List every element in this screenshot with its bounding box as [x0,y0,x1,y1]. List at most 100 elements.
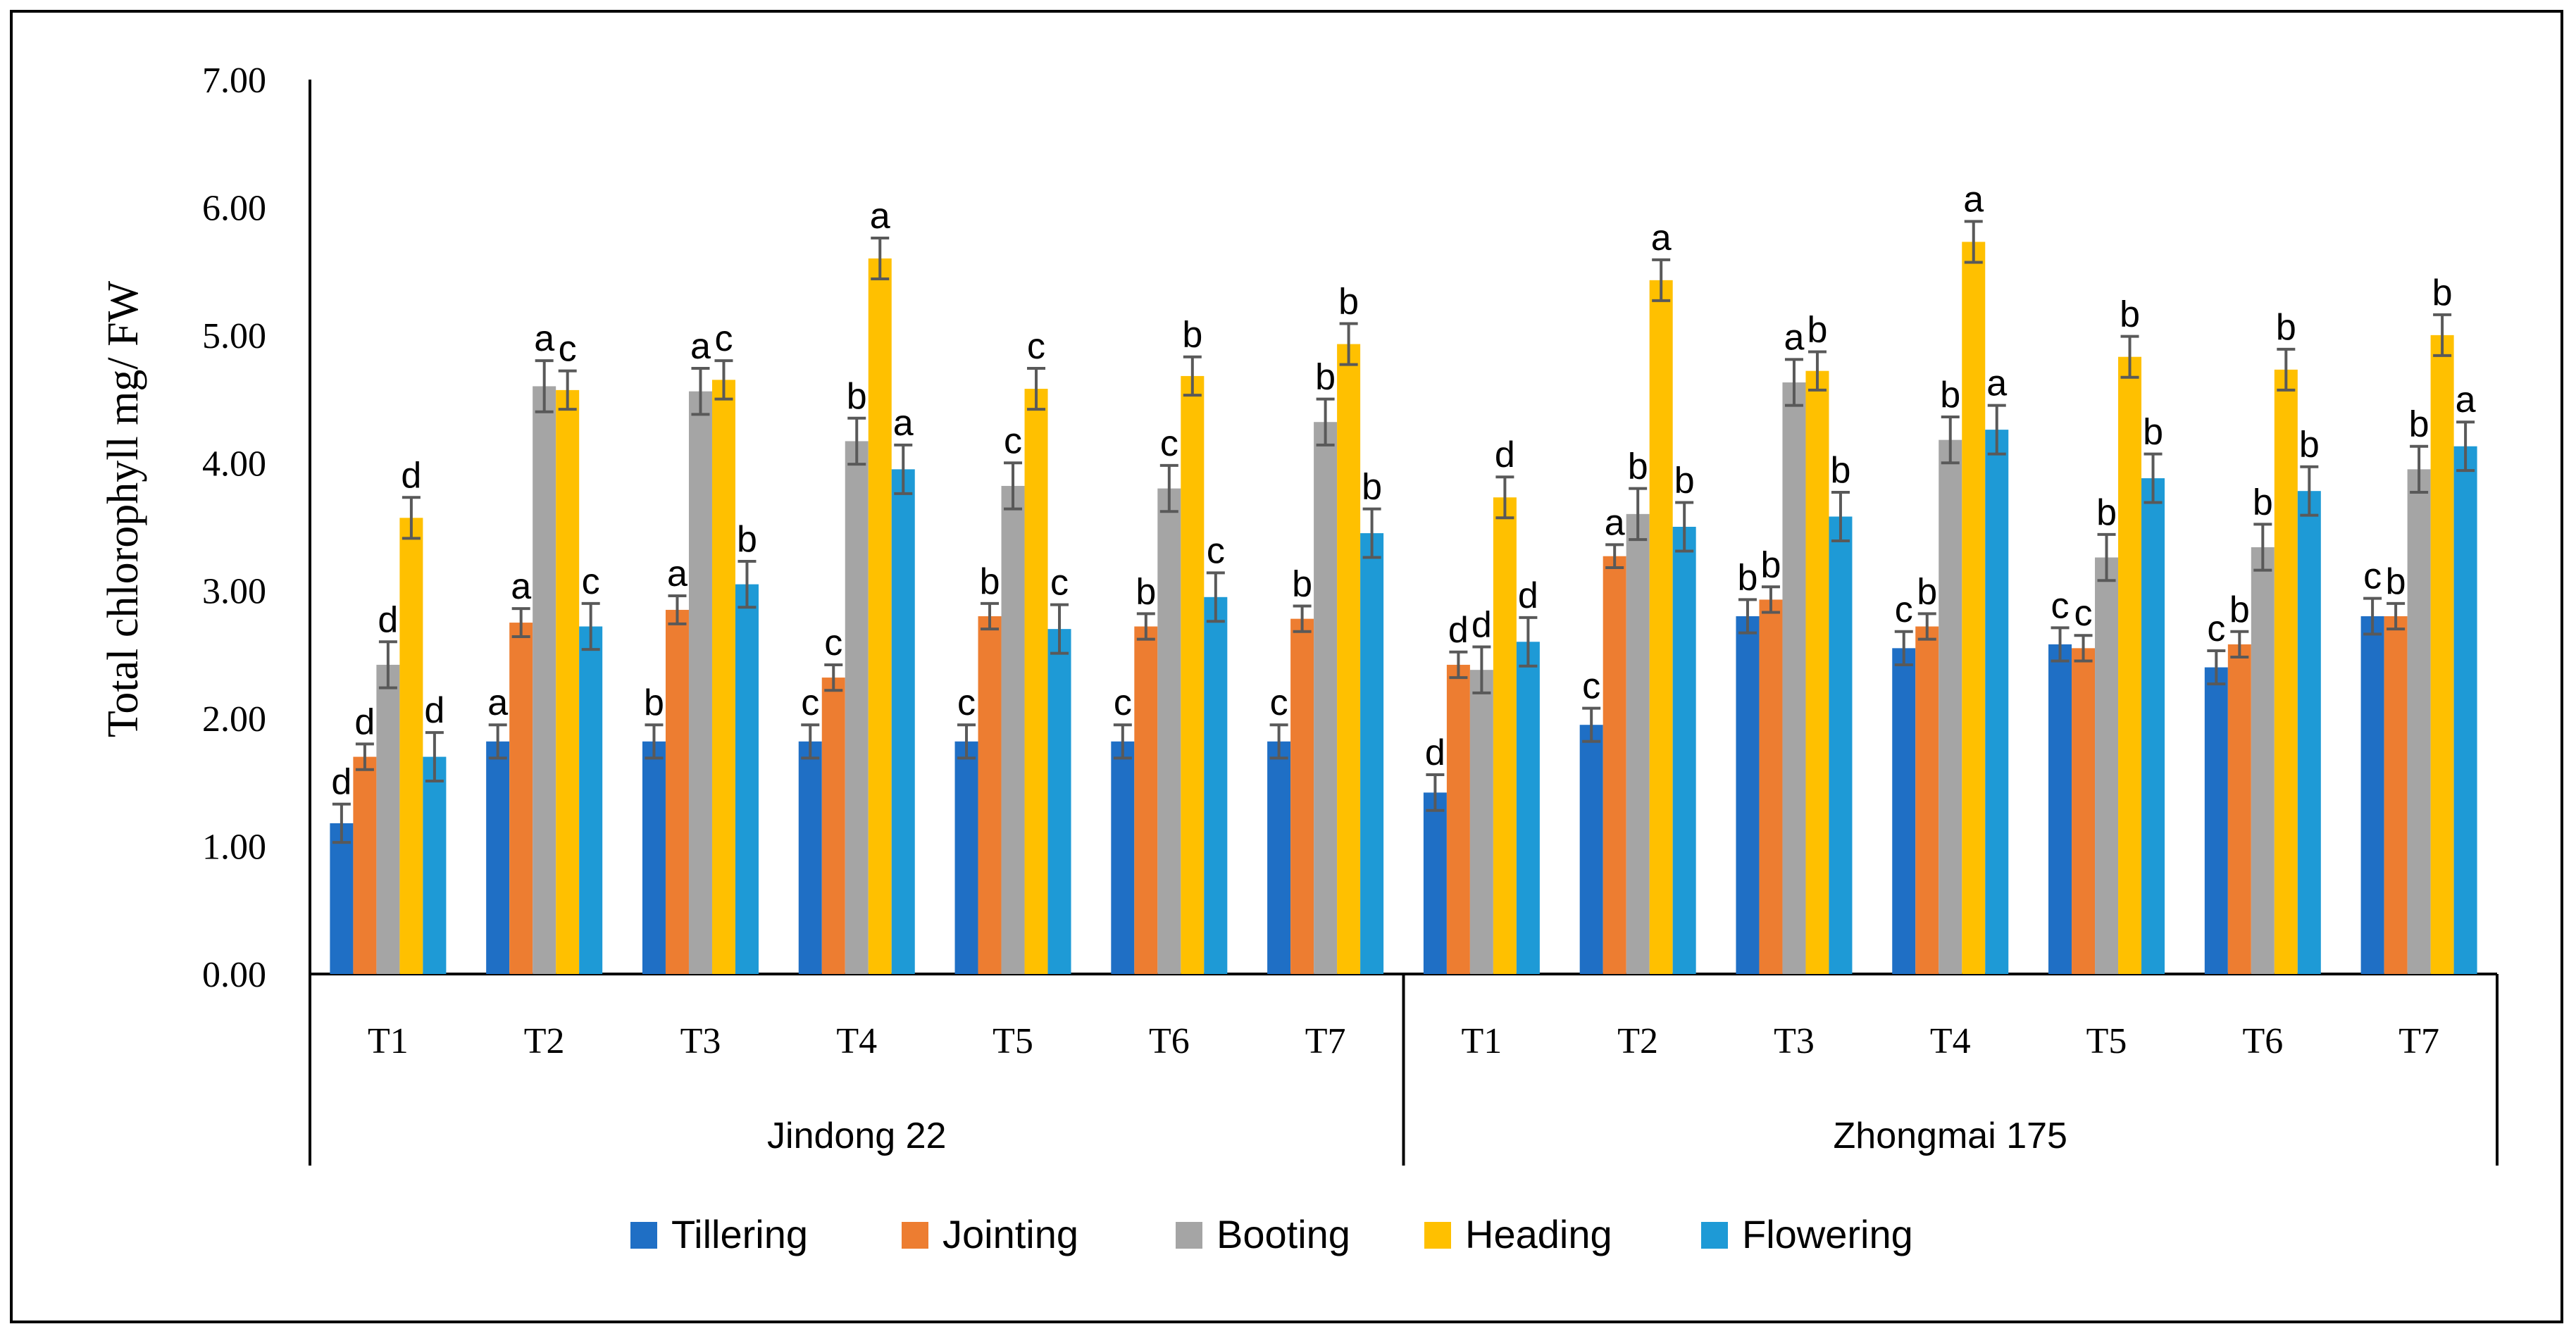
group-labels: Jindong 22 Zhongmai 175 [309,974,2499,1166]
bar-heading [1649,280,1673,974]
bar-tillering [2204,667,2228,974]
significance-letter: b [2299,425,2320,466]
bar-jointing [1134,626,1158,974]
significance-letter: d [1471,605,1492,646]
significance-letter: b [1315,357,1336,398]
significance-letter: d [1425,732,1445,773]
legend-swatch-booting [1176,1222,1202,1249]
bar-heading [2274,369,2298,974]
x-tick-label: T2 [524,1021,565,1061]
bar-heading [556,389,580,974]
bar-booting [1314,422,1338,974]
significance-letter: c [714,318,733,359]
bar-flowering [1672,527,1696,974]
bar-flowering [2297,491,2321,974]
bar-tillering [1423,792,1447,974]
bar-booting [1782,382,1806,974]
significance-letter: c [1004,420,1022,461]
significance-letter: b [1182,315,1202,356]
significance-letter: b [1674,461,1695,501]
significance-letter: d [401,455,421,496]
x-tick-label: T5 [993,1021,1033,1061]
bar-flowering [423,756,447,974]
bar-jointing [821,678,845,974]
x-tick-label: T6 [2242,1021,2283,1061]
bar-tillering [2360,616,2384,974]
bar-flowering [891,469,915,974]
bar-heading [1962,242,1986,974]
significance-letter: c [1207,530,1225,571]
bar-tillering [1111,741,1135,974]
bar-flowering [1204,597,1228,974]
significance-letter: a [667,554,687,594]
significance-letter: a [1784,317,1805,358]
y-tick-label: 5.00 [202,316,266,356]
bar-jointing [978,616,1002,974]
bar-booting [1626,513,1650,974]
significance-letter: d [1518,575,1538,616]
significance-letter: c [2207,608,2225,649]
bar-booting [1001,485,1025,974]
significance-letter: c [801,682,819,723]
x-tick-label: T2 [1617,1021,1658,1061]
bar-tillering [1892,648,1916,974]
bar-tillering [330,823,354,974]
significance-letter: c [1160,423,1178,464]
significance-letter: c [1270,682,1288,723]
y-tick-label: 7.00 [202,61,266,101]
bar-jointing [353,756,377,974]
bar-jointing [1915,626,1939,974]
legend-swatch-heading [1424,1222,1451,1249]
significance-letter: a [1651,218,1672,258]
bar-flowering [1360,533,1384,974]
significance-letter: c [582,561,600,602]
bar-jointing [2072,648,2096,974]
legend-swatch-tillering [630,1222,657,1249]
x-tick-label: T1 [1462,1021,1502,1061]
significance-letter: c [1027,326,1045,367]
bar-flowering [2141,478,2165,974]
legend-swatch-flowering [1701,1222,1728,1249]
significance-letter: b [2143,412,2163,453]
bar-flowering [1829,516,1853,974]
bar-booting [845,441,869,974]
significance-letter: b [1831,450,1851,491]
significance-letter: c [2363,556,2382,597]
legend-label: Booting [1217,1212,1350,1256]
significance-letter: b [737,519,757,560]
bar-flowering [735,584,759,974]
bar-tillering [954,741,978,974]
significance-letter: d [331,762,351,803]
legend-label: Jointing [942,1212,1078,1256]
significance-letter: c [1582,666,1600,707]
significance-letter: a [1986,363,2007,404]
significance-letter: b [1807,309,1828,350]
bar-booting [688,391,712,974]
bar-jointing [509,623,533,974]
significance-letter: b [1292,563,1312,604]
bar-jointing [2227,644,2251,974]
y-tick-label: 6.00 [202,188,266,228]
x-axis-ticks: T1 T2 T3 T4 T5 T6 T7 T1 T2 T3 T4 T5 T6 T7 [368,1021,2439,1061]
significance-letter: b [1917,571,1937,612]
significance-letter: b [1628,447,1648,487]
significance-letter: d [1495,435,1515,475]
significance-letter: a [690,326,711,367]
bar-jointing [1290,618,1314,974]
bar-tillering [798,741,822,974]
significance-letter: d [354,701,375,742]
x-tick-label: T3 [680,1021,721,1061]
bar-flowering [1516,642,1540,974]
bar-jointing [665,609,689,974]
significance-letter: b [847,376,867,417]
bar-heading [711,380,735,974]
bar-booting [2407,469,2431,974]
legend-label: Tillering [671,1212,808,1256]
x-tick-label: T4 [836,1021,877,1061]
bar-booting [1157,488,1181,974]
significance-letter: b [2432,273,2453,313]
significance-letter: b [1738,557,1758,598]
axes [309,80,2497,975]
